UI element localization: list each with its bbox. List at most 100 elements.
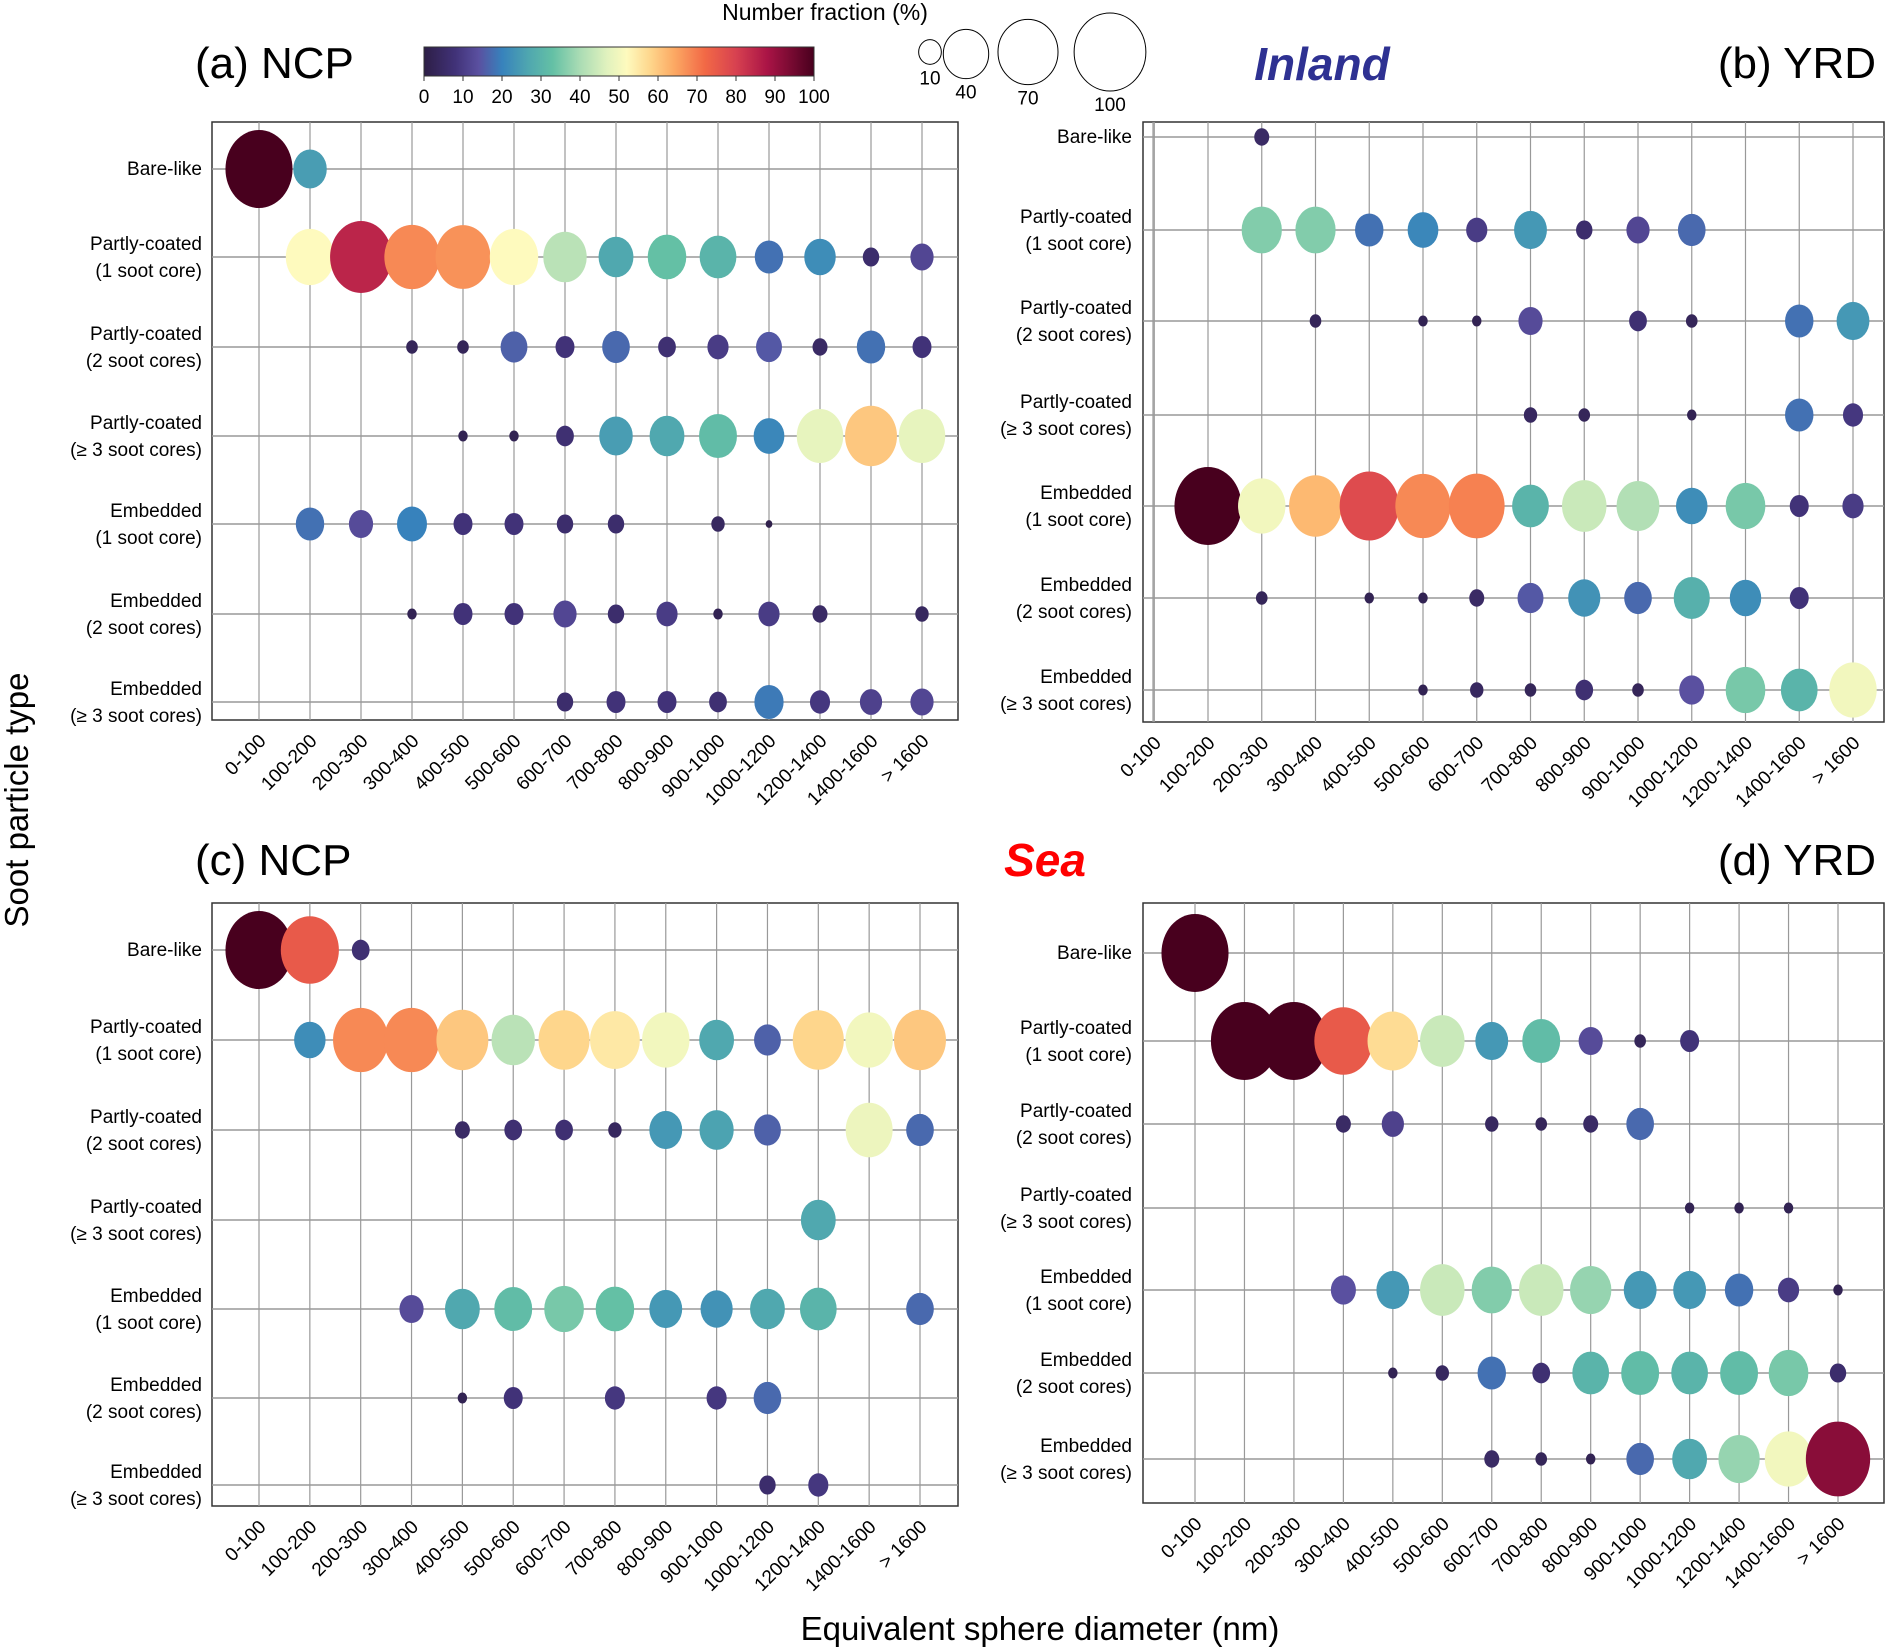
bubble — [759, 1475, 776, 1495]
bubble — [1435, 1365, 1450, 1381]
bubble — [1174, 467, 1242, 545]
bubble — [1335, 1115, 1351, 1133]
bubble — [1395, 473, 1451, 539]
bubble — [812, 605, 828, 623]
bubble — [1626, 1107, 1654, 1141]
bubble — [436, 1009, 489, 1071]
bubble — [753, 418, 785, 454]
bubble — [607, 514, 625, 534]
bubble — [1512, 484, 1549, 528]
bubble — [1535, 1117, 1548, 1131]
bubble — [1448, 473, 1505, 539]
bubble — [1255, 591, 1268, 605]
bubble — [504, 1119, 523, 1141]
bubble — [765, 520, 773, 528]
bubble — [812, 338, 828, 356]
bubble — [556, 692, 574, 712]
bubble — [1805, 1421, 1871, 1497]
bubble — [295, 507, 325, 541]
bubble — [457, 1392, 468, 1404]
bubble — [1466, 217, 1488, 243]
x-tick-label: 0-100 — [221, 1517, 270, 1566]
colorbar-tick-label: 20 — [491, 87, 512, 108]
bubble — [1671, 1351, 1708, 1395]
bubble — [1789, 586, 1809, 610]
bubble — [1254, 128, 1270, 146]
bubble — [906, 1113, 934, 1147]
bubble — [1621, 1350, 1660, 1396]
bubble — [649, 1110, 683, 1150]
colorbar-tick-label: 10 — [452, 87, 473, 108]
bubble — [351, 939, 370, 961]
bubble — [707, 334, 729, 360]
bubble — [1210, 1002, 1279, 1080]
bubble — [553, 600, 577, 628]
bubble — [1578, 1026, 1603, 1056]
bubble — [435, 225, 491, 289]
x-tick-label: 100-200 — [1155, 733, 1219, 797]
bubble — [555, 1119, 573, 1141]
bubble — [800, 1199, 836, 1241]
x-tick-label: 400-500 — [410, 1517, 474, 1581]
y-tick-label: Embedded (2 soot cores) — [86, 591, 202, 639]
bubble — [489, 228, 539, 286]
bubble — [1260, 1002, 1328, 1080]
bubble — [649, 1289, 683, 1329]
colorbar-tick-label: 80 — [725, 87, 746, 108]
colorbar-tick-label: 70 — [686, 87, 707, 108]
bubble — [595, 1286, 635, 1332]
bubble — [491, 1014, 535, 1066]
y-tick-label: Embedded (2 soot cores) — [1016, 1350, 1132, 1398]
bubble — [1469, 589, 1485, 607]
bubble — [845, 1012, 893, 1068]
bubble — [845, 405, 897, 467]
bubble — [598, 236, 634, 278]
x-tick-label: 700-800 — [563, 731, 627, 795]
bubble — [754, 685, 784, 719]
x-tick-label: 700-800 — [562, 1517, 626, 1581]
bubble — [754, 1024, 781, 1056]
bubble — [1485, 1116, 1499, 1132]
x-tick-label: > 1600 — [875, 1517, 931, 1573]
bubble — [399, 1294, 424, 1324]
plot-frame — [211, 121, 959, 721]
bubble — [859, 689, 883, 715]
bubble — [1684, 1202, 1695, 1214]
x-tick-label: 0-100 — [221, 731, 270, 780]
bubble — [1418, 592, 1428, 604]
y-tick-label: Partly-coated (1 soot core) — [1020, 1018, 1132, 1066]
bubble — [1685, 314, 1698, 328]
bubble — [845, 1102, 893, 1158]
bubble — [808, 1473, 829, 1497]
bubble — [1314, 1007, 1373, 1075]
colorbar: Number fraction (%) 0 10 20 30 40 50 60 70 80 90 1… — [419, 0, 928, 108]
bubble — [699, 1110, 734, 1150]
x-tick-label: 300-400 — [359, 731, 423, 795]
bubble — [700, 1290, 733, 1328]
bubble — [1241, 206, 1282, 254]
panel-c-title: (c) NCP — [195, 836, 351, 885]
bubble — [1518, 1264, 1564, 1316]
bubble — [1364, 592, 1374, 604]
bubble — [294, 1021, 326, 1059]
x-tick-label: 100-200 — [257, 1517, 321, 1581]
bubble — [792, 1010, 844, 1070]
bubble — [912, 335, 932, 359]
bubble — [1517, 582, 1544, 614]
y-tick-label: Partly-coated (≥ 3 soot cores) — [1000, 392, 1132, 440]
bubble — [1634, 1034, 1646, 1048]
bubble — [494, 1286, 533, 1332]
panel-c: Bare-like Partly-coated (1 soot core) Partl… — [70, 902, 959, 1596]
bubble — [407, 608, 417, 620]
y-tick-label: Embedded (≥ 3 soot cores) — [1000, 667, 1132, 715]
size-legend-label: 40 — [955, 83, 976, 104]
bubble — [1522, 1018, 1561, 1064]
y-tick-label: Embedded (1 soot core) — [1025, 483, 1132, 531]
bubble — [330, 221, 392, 293]
colorbar-tick-label: 40 — [569, 87, 590, 108]
bubble — [1355, 213, 1384, 247]
bubble — [1381, 1111, 1404, 1137]
bubble — [1842, 493, 1864, 519]
plot-frame — [211, 902, 959, 1507]
bubble — [225, 130, 293, 208]
